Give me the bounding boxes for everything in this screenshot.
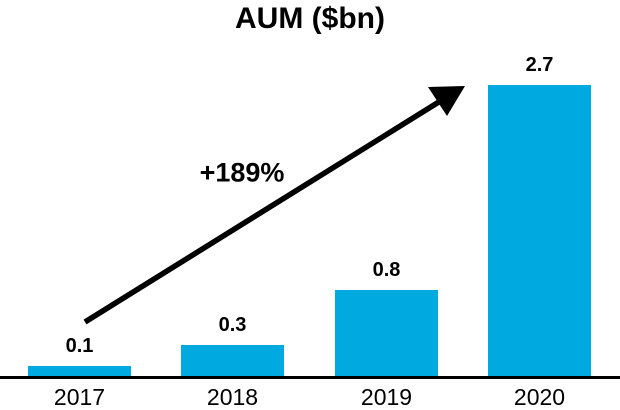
bar-2018: [181, 345, 284, 377]
x-tick-label-2020: 2020: [513, 384, 566, 410]
value-label-2017: 0.1: [65, 335, 94, 357]
x-axis-line: [0, 376, 620, 379]
growth-arrow-head: [428, 86, 465, 116]
x-tick-label-2019: 2019: [360, 384, 413, 410]
bar-2020: [488, 85, 591, 377]
bar-2019: [335, 290, 438, 377]
x-tick-label-2017: 2017: [53, 384, 106, 410]
value-label-2020: 2.7: [525, 54, 554, 76]
value-label-2018: 0.3: [218, 314, 247, 336]
value-label-2019: 0.8: [372, 259, 401, 281]
bar-2017: [28, 366, 131, 377]
x-tick-label-2018: 2018: [206, 384, 259, 410]
growth-arrow-shaft: [83, 97, 444, 325]
chart-title: AUM ($bn): [235, 2, 385, 35]
growth-annotation: +189%: [199, 157, 285, 188]
